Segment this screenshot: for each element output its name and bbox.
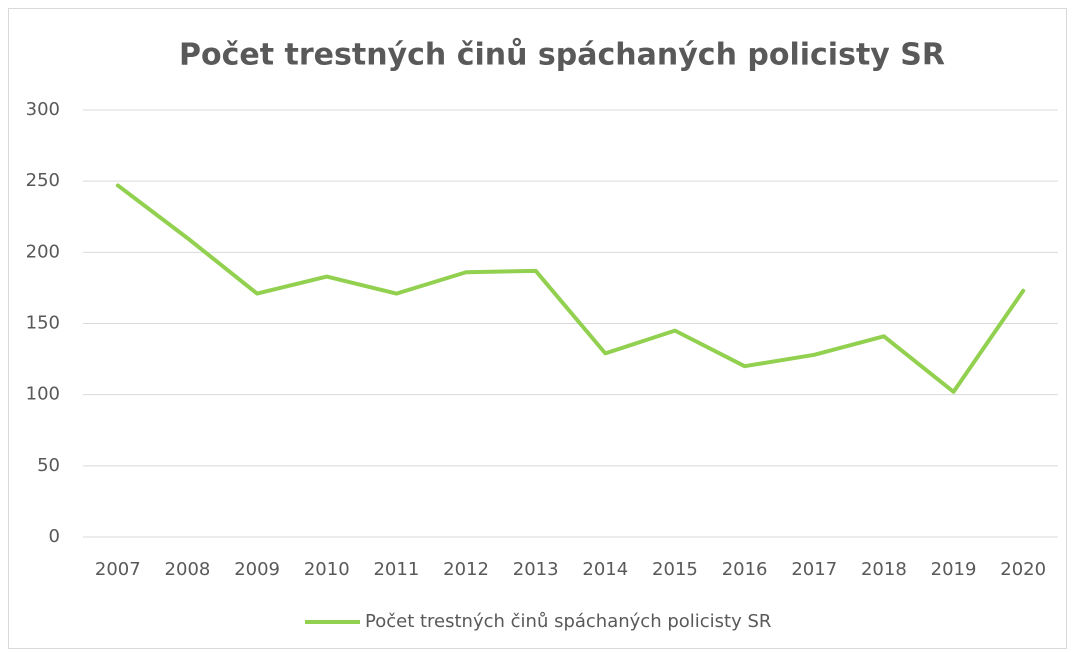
x-tick-label: 2020 bbox=[1000, 559, 1046, 580]
y-tick-label: 250 bbox=[26, 170, 60, 191]
x-tick-label: 2011 bbox=[373, 559, 419, 580]
legend-label: Počet trestných činů spáchaných policist… bbox=[365, 611, 771, 632]
x-tick-label: 2012 bbox=[443, 559, 489, 580]
x-tick-label: 2017 bbox=[791, 559, 837, 580]
y-tick-label: 200 bbox=[26, 241, 60, 262]
y-tick-label: 100 bbox=[26, 384, 60, 405]
x-tick-label: 2008 bbox=[165, 559, 211, 580]
x-tick-label: 2016 bbox=[722, 559, 768, 580]
x-tick-label: 2009 bbox=[234, 559, 280, 580]
y-tick-label: 300 bbox=[26, 99, 60, 120]
y-tick-label: 50 bbox=[37, 455, 60, 476]
chart-title: Počet trestných činů spáchaných policist… bbox=[179, 37, 945, 73]
chart-border bbox=[8, 8, 1067, 649]
x-tick-label: 2007 bbox=[95, 559, 141, 580]
y-tick-label: 0 bbox=[49, 526, 60, 547]
y-tick-label: 150 bbox=[26, 313, 60, 334]
x-tick-label: 2014 bbox=[582, 559, 628, 580]
x-tick-label: 2018 bbox=[861, 559, 907, 580]
x-tick-label: 2010 bbox=[304, 559, 350, 580]
x-tick-label: 2019 bbox=[931, 559, 977, 580]
x-tick-label: 2013 bbox=[513, 559, 559, 580]
data-line bbox=[115, 183, 1026, 394]
x-tick-label: 2015 bbox=[652, 559, 698, 580]
